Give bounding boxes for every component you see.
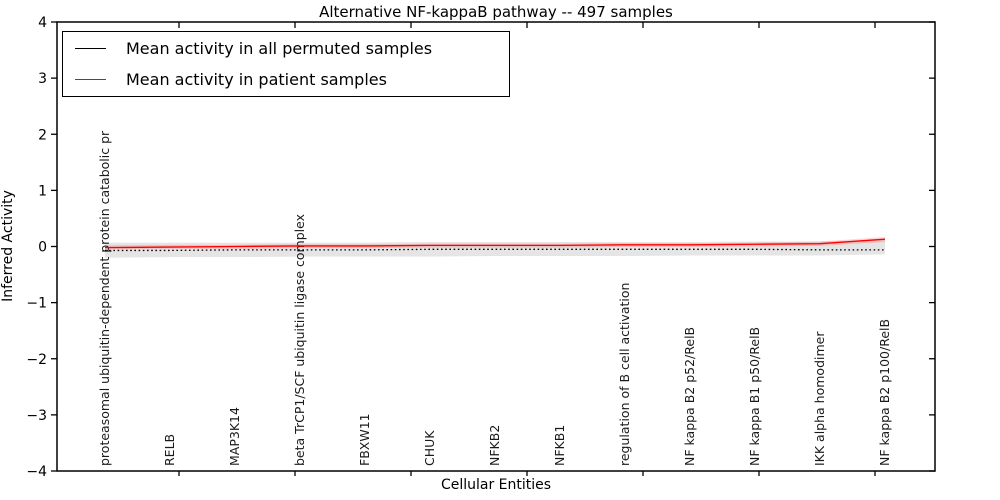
y-tick-label: 1 (38, 183, 47, 199)
x-axis-entity-label: regulation of B cell activation (617, 283, 632, 466)
x-axis-entity-label: NFKB1 (552, 425, 567, 466)
y-tick-label: −4 (26, 464, 47, 480)
patient-mean-line (104, 238, 886, 249)
legend-row-patient: Mean activity in patient samples (63, 65, 509, 95)
x-axis-entity-label: NF kappa B2 p52/RelB (682, 327, 697, 466)
chart-title: Alternative NF-kappaB pathway -- 497 sam… (319, 3, 673, 21)
y-tick-label: 3 (38, 71, 47, 87)
x-axis-entity-label: IKK alpha homodimer (812, 331, 827, 466)
y-tick-label: −1 (26, 296, 47, 312)
y-axis-title: Inferred Activity (0, 190, 16, 302)
legend-label-patient: Mean activity in patient samples (126, 70, 387, 90)
x-axis-entity-label: CHUK (422, 430, 437, 466)
legend: Mean activity in all permuted samples Me… (62, 31, 510, 97)
legend-line-sample-red (75, 79, 106, 81)
y-tick-label: 2 (38, 127, 47, 143)
y-tick-label: 0 (38, 240, 47, 256)
y-tick-label: 4 (38, 15, 47, 31)
x-axis-entity-label: NF kappa B1 p50/RelB (747, 327, 762, 466)
x-axis-entity-label: beta TrCP1/SCF ubiquitin ligase complex (292, 214, 307, 466)
x-axis-entity-label: NF kappa B2 p100/RelB (877, 319, 892, 466)
legend-label-permuted: Mean activity in all permuted samples (126, 38, 433, 58)
x-axis-title: Cellular Entities (440, 477, 552, 493)
x-axis-entity-label: RELB (162, 434, 177, 466)
x-axis-entity-label: MAP3K14 (227, 407, 242, 466)
y-tick-label: −2 (26, 352, 47, 368)
y-tick-label: −3 (26, 408, 47, 424)
x-axis-entity-label: FBXW11 (357, 413, 372, 466)
x-axis-entity-label: proteasomal ubiquitin-dependent protein … (97, 130, 112, 466)
legend-row-permuted: Mean activity in all permuted samples (63, 33, 509, 63)
x-axis-entity-label: NFKB2 (487, 425, 502, 466)
legend-line-sample-black (75, 47, 106, 49)
